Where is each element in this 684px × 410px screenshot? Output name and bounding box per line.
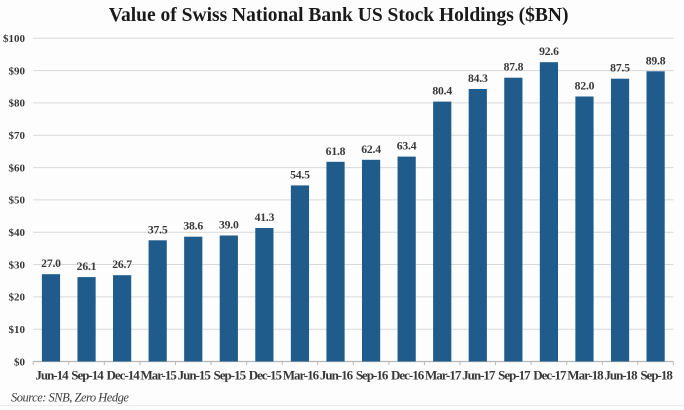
svg-text:41.3: 41.3 [255,211,275,224]
svg-text:89.8: 89.8 [646,54,666,67]
svg-text:Sep-18: Sep-18 [640,367,673,382]
svg-text:37.5: 37.5 [148,223,168,236]
svg-text:$70: $70 [9,130,26,142]
svg-text:Jun-14: Jun-14 [35,367,69,382]
svg-text:Value of Swiss National Bank U: Value of Swiss National Bank US Stock Ho… [109,5,569,26]
svg-text:Mar-17: Mar-17 [425,367,462,382]
svg-text:Sep-14: Sep-14 [71,367,104,382]
svg-text:$30: $30 [9,259,26,271]
svg-text:92.6: 92.6 [539,45,559,58]
svg-text:$90: $90 [9,65,26,77]
svg-text:$20: $20 [9,292,26,304]
svg-text:Dec-15: Dec-15 [249,367,283,382]
svg-text:Jun-17: Jun-17 [462,367,496,382]
svg-text:Dec-16: Dec-16 [391,367,425,382]
svg-text:$60: $60 [9,162,26,174]
svg-text:$80: $80 [9,98,26,110]
svg-text:62.4: 62.4 [361,143,381,156]
svg-text:26.1: 26.1 [77,260,97,273]
svg-text:Mar-15: Mar-15 [141,367,178,382]
svg-text:61.8: 61.8 [326,145,346,158]
svg-text:27.0: 27.0 [41,257,61,270]
svg-text:Sep-16: Sep-16 [356,367,389,382]
svg-text:26.7: 26.7 [112,258,132,271]
svg-text:Jun-15: Jun-15 [178,367,212,382]
svg-text:84.3: 84.3 [468,72,488,85]
svg-text:38.6: 38.6 [183,220,203,233]
svg-text:Dec-14: Dec-14 [106,367,140,382]
svg-text:$50: $50 [9,195,26,207]
svg-text:63.4: 63.4 [397,140,417,153]
svg-text:87.5: 87.5 [610,62,630,75]
svg-text:Source: SNB, Zero Hedge: Source: SNB, Zero Hedge [11,391,129,405]
svg-text:Mar-18: Mar-18 [567,367,604,382]
svg-text:82.0: 82.0 [575,80,595,93]
svg-text:Sep-17: Sep-17 [498,367,531,382]
svg-text:54.5: 54.5 [290,168,310,181]
svg-text:39.0: 39.0 [219,219,239,232]
svg-text:$0: $0 [14,356,26,368]
svg-text:87.8: 87.8 [504,61,524,74]
svg-text:Mar-16: Mar-16 [283,367,320,382]
svg-text:$10: $10 [9,324,26,336]
svg-text:Jun-18: Jun-18 [604,367,638,382]
svg-text:Sep-15: Sep-15 [214,367,247,382]
svg-text:Jun-16: Jun-16 [320,367,354,382]
svg-text:$100: $100 [3,33,26,45]
svg-text:$40: $40 [9,227,26,239]
svg-text:Dec-17: Dec-17 [533,367,567,382]
svg-text:80.4: 80.4 [432,85,452,98]
